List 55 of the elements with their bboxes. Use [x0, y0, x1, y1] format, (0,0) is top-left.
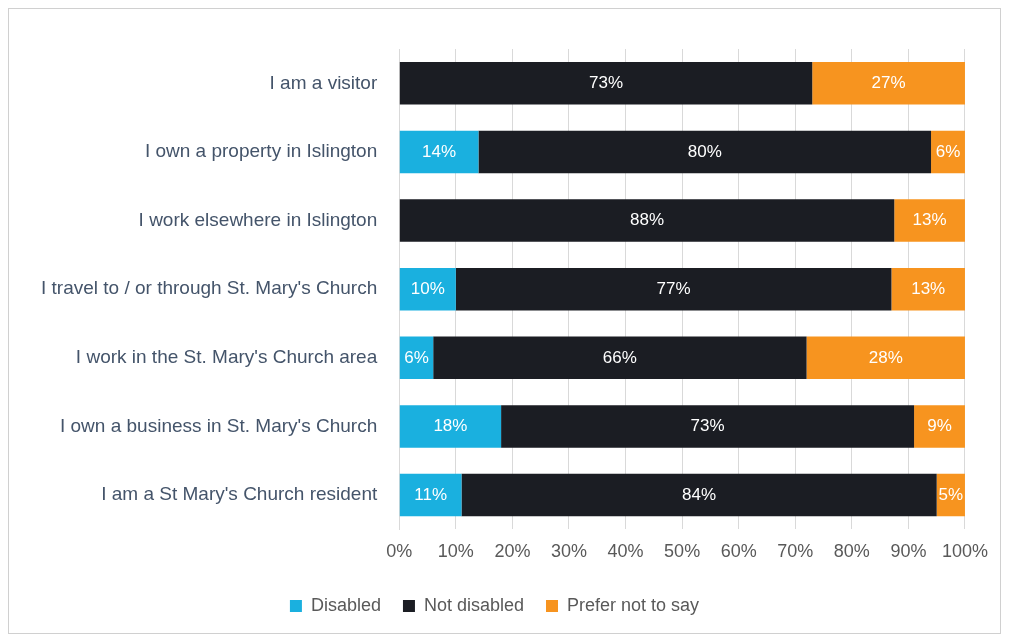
- x-tick-label: 30%: [550, 541, 587, 562]
- bar: [461, 473, 937, 517]
- data-label: 27%: [871, 73, 906, 92]
- data-label: 9%: [927, 416, 952, 436]
- y-tick-label: I travel to / or through St. Mary's Church: [40, 277, 378, 299]
- bar: [399, 199, 895, 242]
- x-tick-label: 70%: [777, 541, 814, 562]
- bar: [812, 62, 965, 105]
- data-label: 10%: [410, 278, 445, 298]
- x-tick-label: 80%: [833, 541, 870, 562]
- legend-label: Prefer not to say: [567, 594, 700, 615]
- legend-label: Not disabled: [423, 594, 525, 615]
- data-label: 77%: [656, 278, 691, 298]
- bar: [455, 267, 892, 311]
- data-label: 80%: [687, 141, 722, 161]
- data-label: 11%: [414, 484, 447, 504]
- x-tick-label: 60%: [720, 541, 757, 562]
- data-label: 84%: [682, 484, 717, 504]
- bar: [478, 130, 932, 174]
- bar: [914, 405, 965, 448]
- x-tick-label: 90%: [890, 541, 927, 562]
- x-tick-label: 50%: [664, 541, 701, 562]
- legend-label: Disabled: [310, 594, 381, 615]
- x-tick-label: 100%: [941, 541, 988, 562]
- bar: [399, 473, 462, 517]
- data-label: 73%: [588, 73, 624, 92]
- y-tick-label: I work in the St. Mary's Church area: [75, 346, 378, 368]
- bar: [891, 267, 965, 311]
- bar: [399, 62, 813, 105]
- y-tick-label: I am a St Mary's Church resident: [101, 483, 378, 505]
- bar: [806, 336, 965, 380]
- bar: [433, 336, 807, 380]
- data-label: 73%: [690, 416, 725, 436]
- x-tick-label: 0%: [386, 541, 413, 562]
- y-tick-label: I own a property in Islington: [144, 140, 378, 162]
- bar: [399, 130, 479, 174]
- data-label: 18%: [433, 416, 468, 436]
- data-label: 13%: [912, 210, 947, 230]
- y-tick-label: I work elsewhere in Islington: [138, 208, 378, 230]
- data-label: 28%: [868, 347, 903, 367]
- data-label: 6%: [404, 347, 429, 367]
- bar: [501, 405, 915, 448]
- y-tick-label: I am a visitor: [269, 71, 378, 93]
- x-tick-label: 10%: [437, 541, 474, 562]
- data-label: 88%: [630, 210, 665, 230]
- data-label: 14%: [422, 141, 457, 161]
- x-tick-label: 40%: [607, 541, 644, 562]
- data-label: 5%: [938, 484, 964, 504]
- data-label: 6%: [935, 141, 961, 161]
- bar: [894, 199, 965, 242]
- bar: [399, 405, 502, 448]
- x-tick-label: 20%: [494, 541, 531, 562]
- data-label: 13%: [911, 278, 946, 298]
- y-tick-label: I own a business in St. Mary's Church: [59, 414, 378, 436]
- data-label: 66%: [602, 347, 637, 367]
